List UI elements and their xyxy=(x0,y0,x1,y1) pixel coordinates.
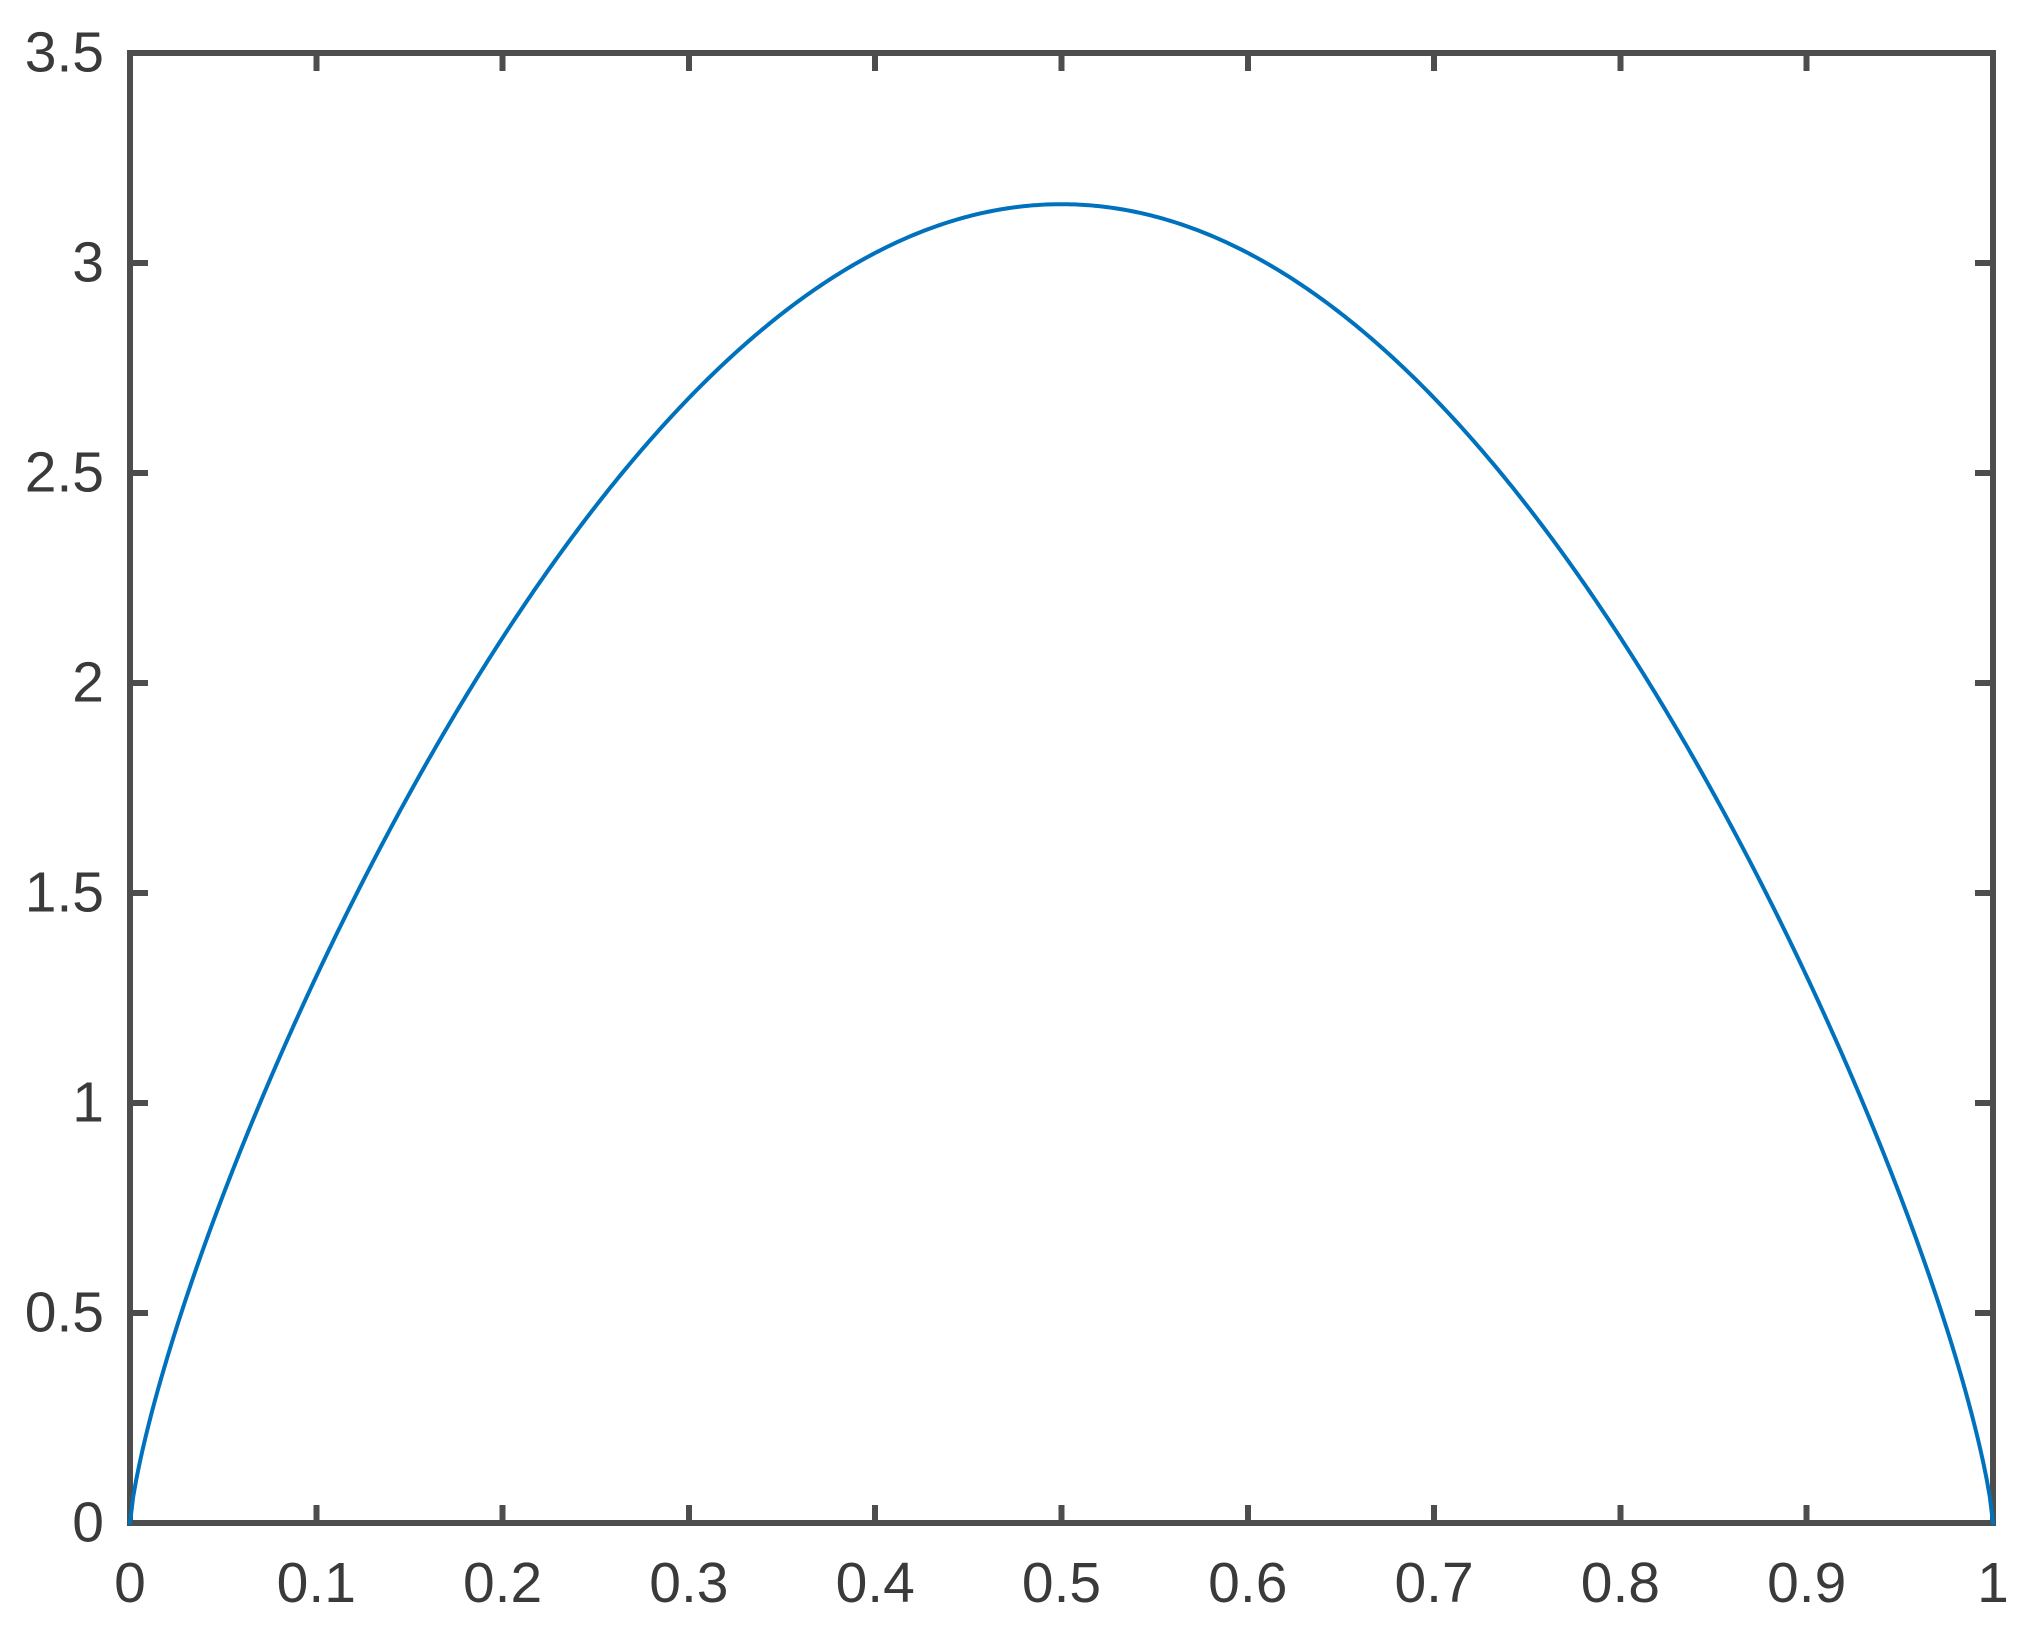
x-tick-label-6: 0.6 xyxy=(1208,1551,1288,1615)
y-tick-label-7: 3.5 xyxy=(24,20,104,85)
data-line-0 xyxy=(128,202,1995,1525)
data-series-group xyxy=(128,202,1995,1525)
y-tick-label-0: 0 xyxy=(72,1490,104,1555)
y-tick-label-3: 1.5 xyxy=(24,860,104,925)
y-tick-label-4: 2 xyxy=(72,650,104,715)
y-tick-label-6: 3 xyxy=(72,230,104,295)
x-tick-label-9: 0.9 xyxy=(1767,1551,1847,1615)
x-tick-label-8: 0.8 xyxy=(1580,1551,1661,1615)
y-tick-label-2: 1 xyxy=(72,1070,104,1135)
x-tick-label-4: 0.4 xyxy=(835,1551,915,1615)
y-tick-label-5: 2.5 xyxy=(24,440,104,505)
axes-border xyxy=(127,50,1996,1526)
x-tick-label-3: 0.3 xyxy=(649,1551,729,1615)
x-tick-label-2: 0.2 xyxy=(462,1551,543,1615)
x-tick-label-7: 0.7 xyxy=(1394,1551,1474,1615)
y-tick-label-1: 0.5 xyxy=(24,1280,104,1345)
x-tick-label-10: 1 xyxy=(1977,1551,2009,1615)
x-tick-label-0: 0 xyxy=(114,1551,146,1615)
x-tick-label-5: 0.5 xyxy=(1021,1551,1102,1615)
tick-marks xyxy=(130,53,1993,1523)
x-tick-label-1: 0.1 xyxy=(276,1551,356,1615)
axes-box xyxy=(127,50,1996,1526)
